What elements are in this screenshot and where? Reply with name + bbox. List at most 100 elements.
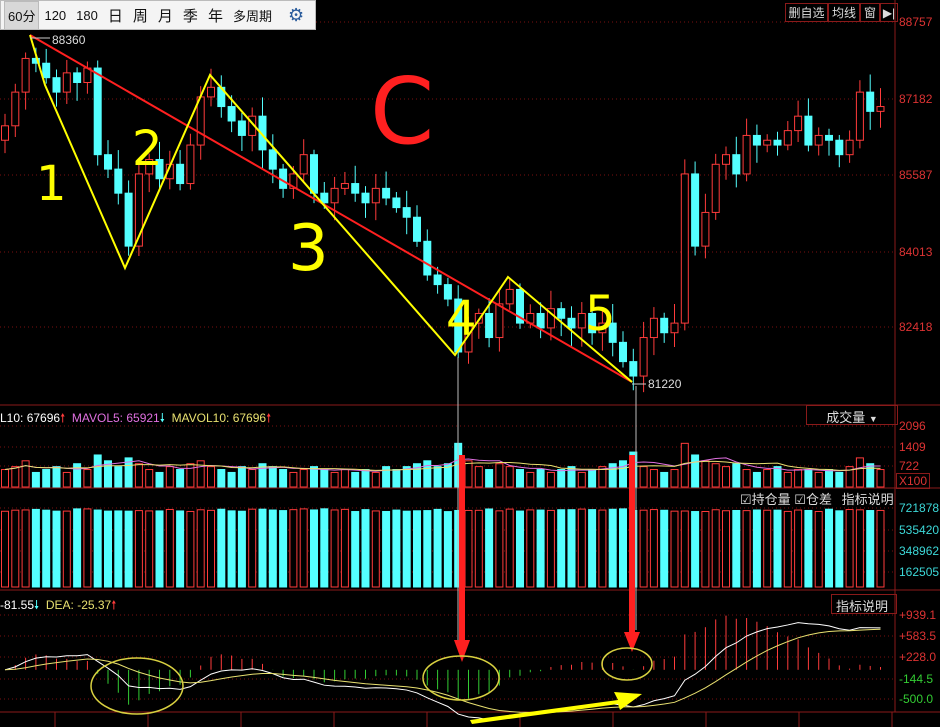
candle-body	[845, 139, 854, 156]
period-month[interactable]: 月	[157, 7, 173, 25]
period-60min[interactable]: 60分	[4, 0, 40, 30]
gear-icon[interactable]: ⚙	[287, 4, 305, 25]
price-axis-label: 87182	[899, 92, 933, 106]
oi-bar	[557, 509, 566, 588]
volume-bar	[752, 471, 761, 488]
oi-bar	[134, 510, 143, 588]
price-axis-label: 84013	[899, 245, 933, 259]
volume-bar	[536, 469, 545, 488]
oi-bar	[505, 508, 514, 588]
yellow-circle	[601, 647, 653, 681]
oi-bar	[310, 509, 318, 588]
volume-bar	[104, 460, 112, 488]
volume-bar	[330, 471, 339, 488]
volume-bar	[145, 469, 154, 488]
volume-bar	[31, 471, 40, 488]
candle-body	[320, 192, 329, 204]
oi-bar	[619, 508, 627, 588]
oi-checkbox[interactable]: ☑	[740, 492, 752, 507]
wave-c-label: C	[370, 58, 434, 165]
indicator-selector[interactable]: 成交量 ▼	[806, 405, 898, 425]
period-multi[interactable]: 多周期	[232, 8, 272, 24]
macd-legend: -81.55🠗 DEA: -25.37🠕	[0, 598, 117, 612]
candle-body	[237, 120, 246, 136]
candle-body	[577, 312, 586, 329]
arrow-up-icon: 🠕	[266, 411, 272, 425]
volume-bar	[382, 466, 391, 488]
period-year[interactable]: 年	[207, 7, 223, 25]
volume-bar	[485, 469, 494, 488]
volume-bar	[155, 471, 164, 488]
arrow-up-icon: 🠕	[111, 598, 117, 612]
candle-body	[825, 134, 833, 141]
oi-diff-checkbox[interactable]: ☑	[794, 492, 806, 507]
oi-bar	[227, 510, 236, 588]
oi-bar	[382, 510, 391, 588]
volume-bar	[402, 466, 411, 488]
oi-bar	[588, 509, 597, 588]
volume-bar	[371, 471, 380, 488]
candle-body	[763, 139, 772, 146]
candle-body	[361, 192, 370, 204]
volume-bar	[845, 466, 854, 488]
volume-bar	[794, 469, 803, 488]
period-week[interactable]: 周	[132, 7, 148, 25]
candle-body	[701, 211, 710, 247]
oi-bar	[114, 510, 123, 588]
red-trend-line	[29, 34, 633, 383]
candle-body	[660, 317, 669, 334]
candle-body	[804, 115, 813, 146]
candle-body	[835, 139, 844, 156]
oi-bar	[258, 508, 267, 588]
candle-body	[176, 163, 185, 185]
volume-bar	[124, 457, 133, 488]
oi-bar	[567, 509, 576, 588]
candle-body	[670, 322, 679, 334]
oi-bar	[649, 509, 658, 588]
candle-body	[73, 72, 82, 83]
oi-bar	[11, 509, 20, 588]
oi-bar	[485, 508, 494, 588]
oi-bar	[207, 509, 215, 588]
period-quarter[interactable]: 季	[182, 7, 198, 25]
candle-body	[330, 187, 339, 204]
volume-bar	[588, 469, 597, 488]
oi-bar	[866, 510, 875, 588]
oi-bar	[413, 510, 421, 588]
volume-bar	[340, 469, 349, 488]
arrow-right-bar-icon[interactable]: ▶|	[880, 3, 898, 22]
oi-bar	[361, 509, 370, 588]
candle-body	[104, 154, 112, 170]
candle-body	[340, 183, 349, 189]
volume-bar	[660, 471, 669, 488]
volume-bar	[783, 471, 792, 488]
candle-body	[732, 154, 741, 175]
volume-bar	[835, 471, 844, 488]
oi-bar	[93, 509, 102, 588]
volume-bar	[825, 469, 833, 488]
candle-body	[382, 187, 391, 199]
oi-bar	[598, 509, 607, 588]
volume-unit-label: X100	[896, 473, 931, 489]
volume-bar	[505, 466, 514, 488]
period-180[interactable]: 180	[76, 7, 98, 23]
period-day[interactable]: 日	[107, 7, 123, 25]
period-120[interactable]: 120	[44, 7, 67, 23]
oi-explain-button[interactable]: 指标说明	[841, 492, 894, 507]
candle-body	[649, 317, 658, 339]
volume-bar	[701, 460, 710, 488]
candle-body	[567, 317, 576, 329]
delete-watchlist-button[interactable]: 删自选	[785, 3, 828, 22]
oi-bar	[814, 511, 823, 588]
volume-bar	[526, 471, 535, 488]
volume-bar	[474, 466, 483, 488]
wave-label: 2	[132, 121, 163, 177]
volume-bar	[804, 469, 813, 488]
candle-body	[680, 173, 689, 324]
oi-bar	[299, 508, 308, 588]
macd-explain-button[interactable]: 指标说明	[831, 594, 897, 614]
volume-bar	[639, 466, 648, 488]
window-button[interactable]: 窗	[860, 3, 880, 22]
moving-average-button[interactable]: 均线	[828, 3, 860, 22]
